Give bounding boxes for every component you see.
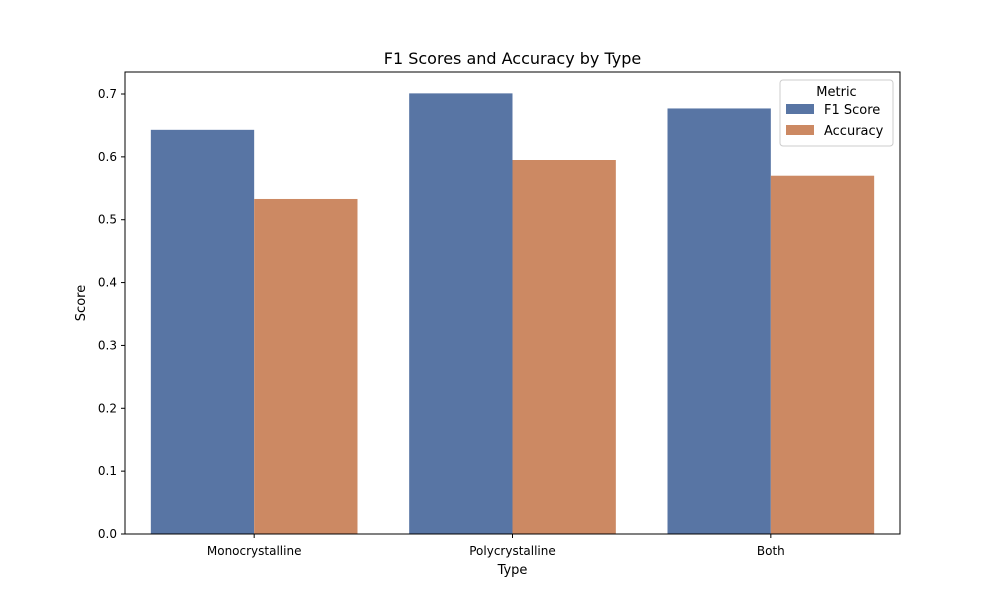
bar-accuracy-monocrystalline [254, 198, 358, 534]
y-tick-label: 0.1 [98, 464, 117, 478]
bars-group [150, 93, 875, 535]
bar-f1-score-both [667, 108, 771, 534]
y-tick-label: 0.3 [98, 338, 117, 352]
bar-f1-score-monocrystalline [150, 129, 255, 535]
x-axis-label: Type [497, 563, 528, 578]
legend: Metric F1 Score Accuracy [779, 79, 894, 147]
legend-label: Accuracy [824, 124, 884, 139]
y-tick-label: 0.0 [98, 527, 117, 541]
y-tick-label: 0.5 [98, 213, 117, 227]
y-tick-label: 0.4 [98, 276, 117, 290]
y-tick-label: 0.2 [98, 401, 117, 415]
chart-title: F1 Scores and Accuracy by Type [384, 49, 641, 68]
bar-accuracy-polycrystalline [512, 160, 616, 534]
plot-frame [124, 71, 901, 535]
y-axis-label: Score [74, 285, 89, 321]
x-tick-label: Polycrystalline [469, 544, 556, 558]
legend-title: Metric [816, 85, 856, 100]
legend-swatch-accuracy [786, 125, 814, 135]
legend-label: F1 Score [824, 103, 880, 118]
bar-f1-score-polycrystalline [409, 93, 513, 534]
y-tick-label: 0.7 [98, 87, 117, 101]
bar-accuracy-both [770, 175, 875, 534]
y-tick-label: 0.6 [98, 150, 117, 164]
x-tick-label: Both [757, 544, 785, 558]
legend-swatch-f1-score [786, 104, 814, 114]
x-tick-label: Monocrystalline [207, 544, 302, 558]
axes-group: Monocrystalline Polycrystalline Both 0.0 0.1… [98, 71, 901, 558]
